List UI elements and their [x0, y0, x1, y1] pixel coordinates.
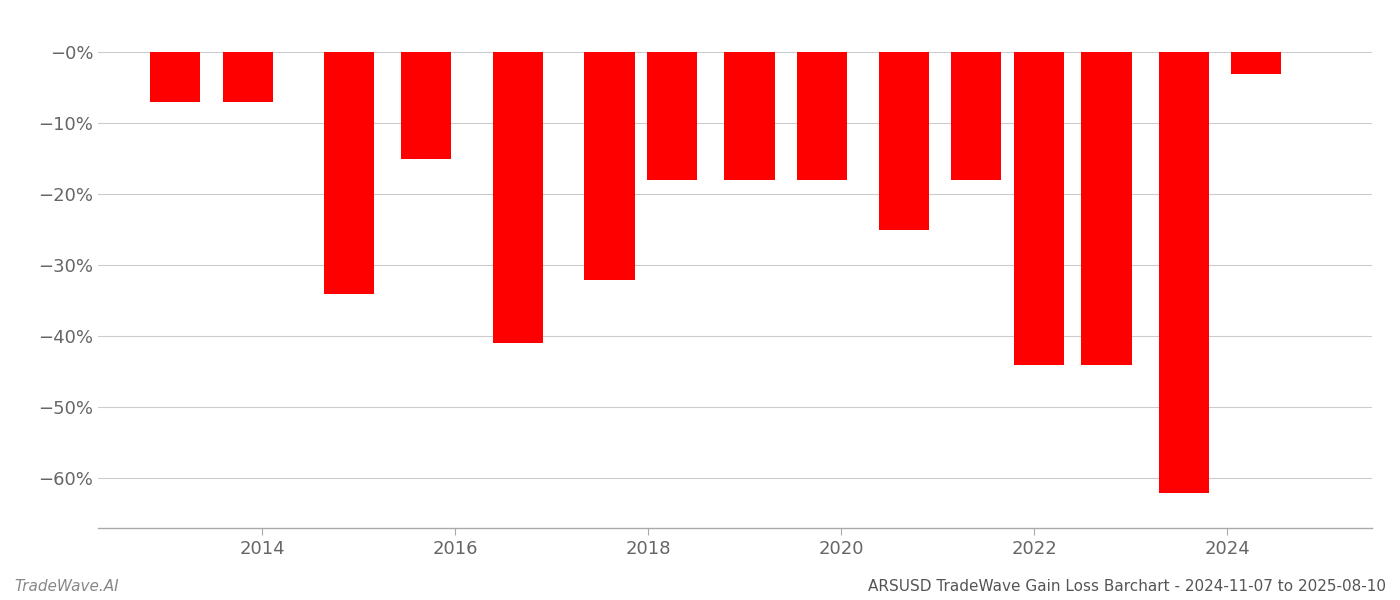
Bar: [1231, 52, 1281, 74]
Bar: [1159, 52, 1208, 493]
Bar: [223, 52, 273, 102]
Bar: [1014, 52, 1064, 365]
Bar: [724, 52, 774, 180]
Bar: [584, 52, 634, 280]
Bar: [647, 52, 697, 180]
Bar: [797, 52, 847, 180]
Bar: [879, 52, 930, 230]
Text: ARSUSD TradeWave Gain Loss Barchart - 2024-11-07 to 2025-08-10: ARSUSD TradeWave Gain Loss Barchart - 20…: [868, 579, 1386, 594]
Bar: [1081, 52, 1131, 365]
Bar: [150, 52, 200, 102]
Text: TradeWave.AI: TradeWave.AI: [14, 579, 119, 594]
Bar: [493, 52, 543, 343]
Bar: [400, 52, 451, 159]
Bar: [323, 52, 374, 294]
Bar: [951, 52, 1001, 180]
